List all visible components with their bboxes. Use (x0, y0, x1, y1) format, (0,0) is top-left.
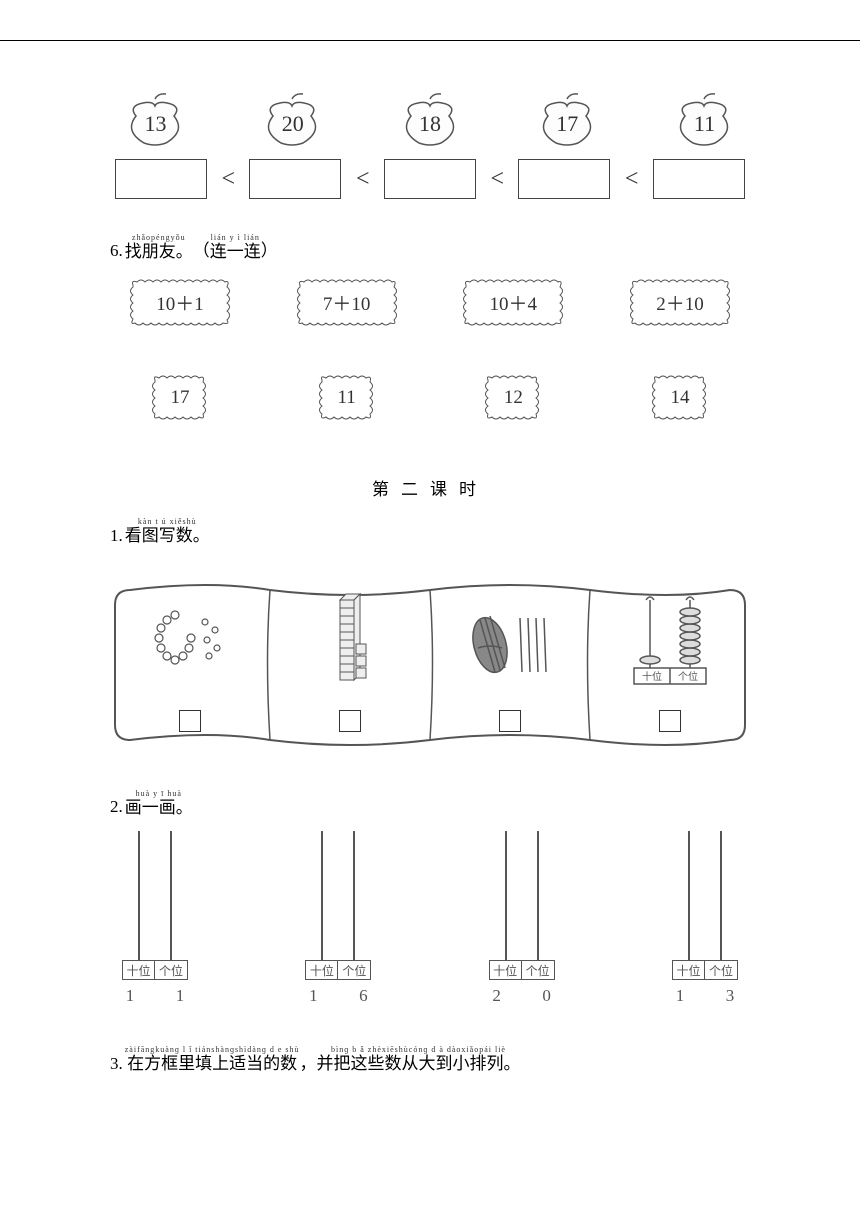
expr-box-2: 10＋4 (458, 275, 568, 330)
tens-label: 十位 (123, 961, 155, 979)
abacus-0: 十位 个位 1 1 (120, 831, 190, 1006)
lt-sign-1: < (356, 166, 370, 193)
ans-box-0: 17 (145, 370, 215, 425)
ones-label: 个位 (678, 670, 698, 683)
question-2: 2. huà y ī huà 画一画。 (110, 790, 750, 817)
pole-icon (321, 831, 323, 961)
lt-sign-0: < (221, 166, 235, 193)
question-3: 3. zàifāngkuànɡ l ǐ tiánshànɡshìdànɡ d e… (110, 1046, 750, 1073)
count-box-2[interactable] (499, 710, 521, 732)
lt-sign-2: < (490, 166, 504, 193)
apple-2: 18 (393, 91, 468, 151)
expression-row: 10＋1 7＋10 10＋4 2＋10 (110, 275, 750, 330)
ones-label: 个位 (155, 961, 187, 979)
q3-text2: 并把这些数从大到小排列。 (317, 1055, 521, 1074)
apple-1: 20 (255, 91, 330, 151)
ones-label: 个位 (338, 961, 370, 979)
apple-num-4: 11 (667, 111, 742, 137)
apple-num-3: 17 (530, 111, 605, 137)
abacus-2-ones: 0 (537, 986, 557, 1006)
sticks-icon (460, 560, 560, 710)
count-cell-2 (430, 560, 590, 750)
abacus-0-ones: 1 (170, 986, 190, 1006)
count-cell-3: 十位 个位 (590, 560, 750, 750)
count-cell-1 (270, 560, 430, 750)
beads-icon (145, 560, 235, 710)
q6-open: （ (193, 236, 210, 261)
apple-0: 13 (118, 91, 193, 151)
question-6: 6. zhǎopéngyǒu 找朋友。 （ lián y ì lián 连一连 … (110, 234, 750, 261)
abacus-3-tens: 1 (670, 986, 690, 1006)
apple-num-0: 13 (118, 111, 193, 137)
apple-num-2: 18 (393, 111, 468, 137)
expr-box-0: 10＋1 (125, 275, 235, 330)
answer-row: 17 11 12 14 (110, 370, 750, 425)
apple-num-1: 20 (255, 111, 330, 137)
q1-text: 看图写数。 (125, 527, 210, 546)
q2-text: 画一画。 (125, 799, 193, 818)
pole-icon (170, 831, 172, 961)
ans-box-1: 11 (312, 370, 382, 425)
expr-box-1: 7＋10 (292, 275, 402, 330)
tens-label: 十位 (673, 961, 705, 979)
q3-comma: ， (300, 1049, 317, 1074)
pole-icon (537, 831, 539, 961)
abacus-1: 十位 个位 1 6 (303, 831, 373, 1006)
q6-num: 6. (110, 241, 123, 261)
apple-3: 17 (530, 91, 605, 151)
blank-box-1[interactable] (249, 159, 341, 199)
pole-icon (720, 831, 722, 961)
apple-row: 13 20 18 17 11 (110, 91, 750, 151)
ans-box-3: 14 (645, 370, 715, 425)
lt-sign-3: < (625, 166, 639, 193)
ans-box-2: 12 (478, 370, 548, 425)
expr-box-3: 2＋10 (625, 275, 735, 330)
abacus-1-ones: 6 (353, 986, 373, 1006)
compare-row: < < < < (110, 159, 750, 199)
blank-box-2[interactable] (384, 159, 476, 199)
ones-label: 个位 (522, 961, 554, 979)
q6-text2: 连一连 (210, 243, 261, 262)
tens-label: 十位 (490, 961, 522, 979)
q3-text1: 在方框里填上适当的数 (127, 1055, 297, 1074)
count-box-3[interactable] (659, 710, 681, 732)
blank-box-3[interactable] (518, 159, 610, 199)
abacus-3: 十位 个位 1 3 (670, 831, 740, 1006)
pole-icon (688, 831, 690, 961)
pole-icon (505, 831, 507, 961)
ones-label: 个位 (705, 961, 737, 979)
q6-text1: 找朋友。 (125, 243, 193, 262)
q6-close: ） (261, 236, 278, 261)
abacus-row: 十位 个位 1 1 十位 个位 1 6 十位 个位 (110, 831, 750, 1006)
pole-icon (353, 831, 355, 961)
abacus-icon: 十位 个位 (620, 560, 720, 710)
abacus-2-tens: 2 (487, 986, 507, 1006)
count-box-0[interactable] (179, 710, 201, 732)
blocks-icon (320, 560, 380, 710)
apple-4: 11 (667, 91, 742, 151)
tens-label: 十位 (642, 670, 662, 683)
abacus-3-ones: 3 (720, 986, 740, 1006)
abacus-1-tens: 1 (303, 986, 323, 1006)
lesson-2-title: 第二课时 (110, 475, 750, 500)
pole-icon (138, 831, 140, 961)
q1-num: 1. (110, 526, 123, 546)
count-figure-container: 十位 个位 (110, 560, 750, 750)
count-box-1[interactable] (339, 710, 361, 732)
q2-num: 2. (110, 797, 123, 817)
q3-num: 3. (110, 1054, 123, 1074)
blank-box-4[interactable] (653, 159, 745, 199)
question-1: 1. kàn t ú xiěshù 看图写数。 (110, 518, 750, 545)
abacus-0-tens: 1 (120, 986, 140, 1006)
abacus-2: 十位 个位 2 0 (487, 831, 557, 1006)
tens-label: 十位 (306, 961, 338, 979)
count-cell-0 (110, 560, 270, 750)
blank-box-0[interactable] (115, 159, 207, 199)
